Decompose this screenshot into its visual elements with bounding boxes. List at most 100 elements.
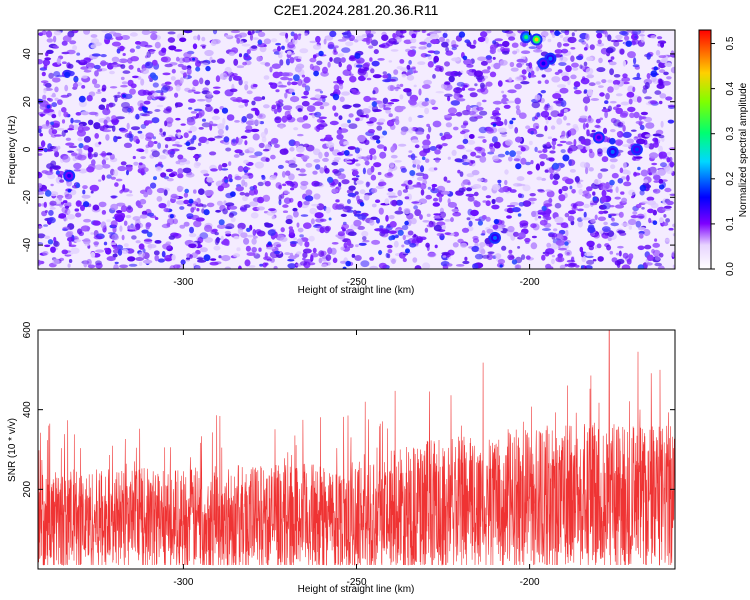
heatmap-cell — [270, 257, 275, 263]
heatmap-cell — [509, 61, 515, 68]
heatmap-cell — [508, 122, 514, 130]
heatmap-cell — [611, 172, 619, 179]
heatmap-cell — [433, 50, 441, 55]
heatmap-cell — [220, 168, 229, 171]
heatmap-cell — [162, 72, 171, 76]
heatmap-cell — [622, 124, 626, 132]
heatmap-cell — [186, 119, 196, 126]
heatmap-cell — [58, 109, 62, 117]
heatmap-cell — [201, 62, 209, 67]
heatmap-cell — [432, 202, 440, 207]
heatmap-cell — [532, 130, 538, 135]
heatmap-cell — [584, 252, 593, 257]
heatmap-cell — [473, 201, 481, 208]
heatmap-cell — [545, 248, 555, 255]
heatmap-cell — [501, 134, 507, 138]
heatmap-cell — [543, 203, 553, 207]
heatmap-cell — [342, 104, 352, 110]
heatmap-cell — [253, 235, 258, 239]
heatmap-cell — [254, 161, 264, 169]
heatmap-cell — [285, 160, 289, 164]
heatmap-cell — [313, 193, 321, 200]
heatmap-cell — [617, 122, 624, 127]
colorbar-label: Normalized spectral amplitude — [738, 82, 749, 217]
heatmap-cell — [371, 101, 378, 107]
heatmap-cell — [376, 144, 385, 149]
heatmap-cell — [407, 49, 416, 57]
heatmap-cell — [653, 66, 658, 71]
heatmap-cell — [583, 47, 588, 51]
heatmap-cell — [128, 64, 134, 70]
heatmap-cell — [386, 192, 396, 196]
heatmap-cell — [139, 198, 147, 205]
heatmap-cell — [635, 204, 642, 209]
heatmap-cell — [509, 189, 517, 193]
heatmap-cell — [403, 88, 412, 93]
heatmap-cell — [194, 265, 201, 269]
heatmap-cell — [476, 101, 482, 107]
heatmap-cell — [40, 80, 49, 84]
heatmap-cell — [607, 79, 613, 83]
heatmap-cell — [359, 202, 365, 207]
heatmap-cell — [187, 90, 193, 93]
heatmap-cell — [316, 118, 324, 123]
heatmap-cell — [43, 87, 47, 94]
heatmap-cell — [211, 59, 216, 63]
heatmap-cell — [496, 43, 504, 47]
heatmap-cell — [244, 172, 253, 176]
heatmap-cell — [598, 85, 604, 88]
heatmap-cell — [363, 194, 370, 201]
heatmap-cell — [590, 140, 594, 145]
heatmap-cell — [509, 202, 519, 206]
heatmap-cell — [110, 220, 118, 228]
heatmap-cell — [195, 66, 201, 72]
heatmap-cell — [451, 57, 461, 62]
heatmap-cell — [62, 155, 71, 163]
heatmap-peak-core — [67, 173, 72, 178]
heatmap-cell — [109, 86, 118, 89]
heatmap-cell — [433, 224, 442, 232]
heatmap-cell — [117, 91, 121, 95]
heatmap-cell — [106, 152, 113, 156]
heatmap-cell — [101, 151, 107, 158]
heatmap-cell — [558, 188, 563, 195]
heatmap-cell — [651, 75, 657, 83]
heatmap-cell — [637, 245, 645, 251]
heatmap-cell — [43, 201, 47, 208]
heatmap-cell — [482, 254, 490, 259]
heatmap-cell — [366, 168, 373, 176]
heatmap-cell — [422, 149, 431, 154]
heatmap-cell — [281, 115, 288, 123]
heatmap-cell — [183, 199, 190, 205]
heatmap-cell — [340, 260, 347, 264]
heatmap-cell — [485, 195, 492, 199]
heatmap-cell — [617, 245, 624, 249]
heatmap-cell — [537, 80, 542, 84]
heatmap-cell — [179, 37, 187, 43]
heatmap-cell — [417, 61, 426, 65]
heatmap-cell — [155, 166, 163, 172]
heatmap-cell — [601, 189, 607, 197]
heatmap-cell — [554, 71, 560, 75]
heatmap-cell — [345, 260, 352, 267]
heatmap-cell — [127, 205, 132, 210]
heatmap-cell — [464, 39, 471, 44]
heatmap-cell — [208, 120, 214, 126]
heatmap-cell — [241, 175, 249, 180]
heatmap-cell — [533, 49, 543, 53]
heatmap-cell — [301, 83, 307, 88]
heatmap-cell — [431, 183, 438, 188]
heatmap-cell — [419, 236, 427, 241]
heatmap-cell — [494, 253, 502, 259]
heatmap-cell — [66, 49, 76, 55]
heatmap-cell — [171, 254, 176, 261]
heatmap-cell — [361, 108, 371, 114]
heatmap-cell — [574, 176, 580, 183]
heatmap-cell — [527, 74, 537, 78]
heatmap-cell — [539, 219, 548, 226]
heatmap-cell — [468, 134, 475, 139]
heatmap-cell — [248, 189, 256, 196]
heatmap-cell — [225, 223, 235, 230]
heatmap-cell — [295, 168, 300, 171]
heatmap-cell — [44, 244, 51, 248]
